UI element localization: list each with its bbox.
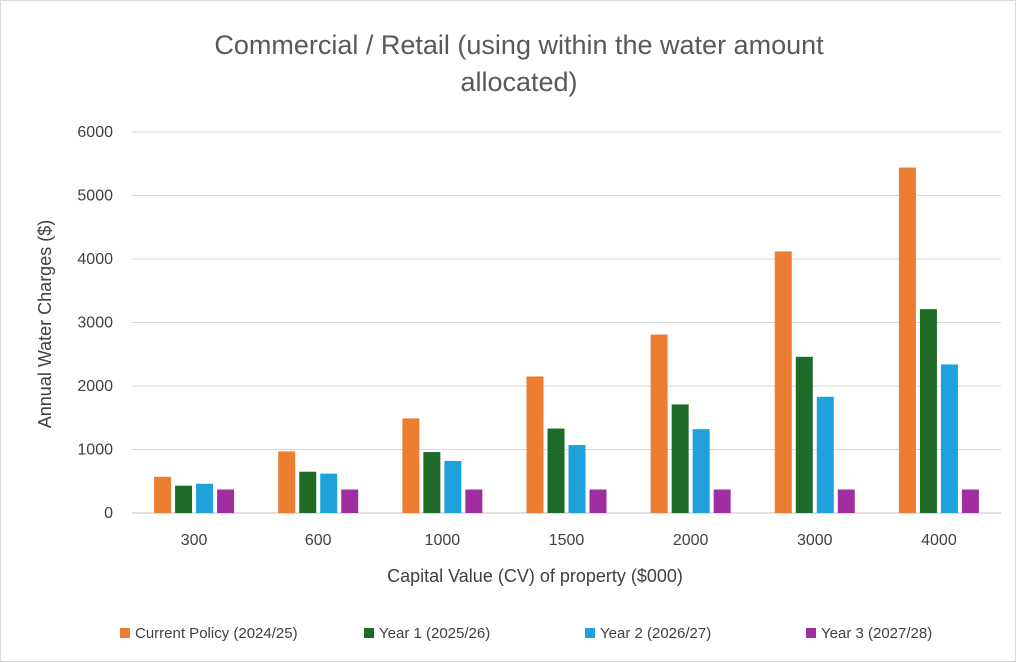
x-tick-label: 600 — [305, 532, 332, 549]
bar — [341, 489, 359, 513]
bar — [961, 489, 979, 513]
bar — [692, 429, 710, 513]
series-bars — [154, 167, 916, 513]
bar — [402, 418, 420, 513]
series-bars — [196, 364, 958, 513]
bar — [837, 489, 855, 513]
legend-item: Current Policy (2024/25) — [120, 625, 298, 642]
bar — [217, 489, 235, 513]
x-tick-labels: 300 600 1000 1500 2000 3000 4000 — [181, 532, 957, 549]
bar — [175, 485, 193, 513]
legend-label: Year 1 (2025/26) — [379, 625, 490, 642]
x-tick-label: 2000 — [673, 532, 709, 549]
y-tick-label: 3000 — [77, 315, 113, 332]
series-bars — [175, 309, 937, 513]
x-tick-label: 1500 — [549, 532, 585, 549]
series-bars — [217, 489, 979, 513]
y-tick-label: 0 — [104, 505, 113, 522]
legend-label: Year 3 (2027/28) — [821, 625, 932, 642]
bar — [465, 489, 483, 513]
bar — [671, 404, 689, 513]
bar — [547, 428, 565, 513]
legend-item: Year 1 (2025/26) — [364, 625, 490, 642]
legend-label: Current Policy (2024/25) — [135, 625, 298, 642]
bars — [154, 167, 979, 513]
bar — [299, 471, 317, 513]
bar — [568, 445, 586, 513]
x-tick-label: 3000 — [797, 532, 833, 549]
chart-title-line-2: allocated) — [460, 67, 577, 97]
bar — [196, 483, 214, 513]
y-tick-label: 5000 — [77, 188, 113, 205]
legend-item: Year 3 (2027/28) — [806, 625, 932, 642]
legend-item: Year 2 (2026/27) — [585, 625, 711, 642]
bar — [898, 167, 916, 513]
bar — [278, 451, 296, 513]
bar — [816, 396, 834, 513]
bar — [589, 489, 607, 513]
bar — [774, 251, 792, 513]
legend: Current Policy (2024/25) Year 1 (2025/26)… — [120, 625, 932, 642]
x-tick-label: 1000 — [425, 532, 461, 549]
y-tick-label: 2000 — [77, 378, 113, 395]
chart-title-line-1: Commercial / Retail (using within the wa… — [214, 30, 824, 60]
x-tick-label: 300 — [181, 532, 208, 549]
y-tick-label: 4000 — [77, 251, 113, 268]
legend-swatch — [806, 628, 816, 638]
gridlines — [132, 131, 1001, 514]
bar — [940, 364, 958, 513]
legend-swatch — [120, 628, 130, 638]
bar — [526, 376, 544, 513]
bar — [154, 476, 172, 513]
y-tick-label: 6000 — [77, 124, 113, 141]
y-tick-labels: 0 1000 2000 3000 4000 5000 6000 — [77, 124, 113, 522]
bar — [320, 473, 338, 513]
legend-swatch — [585, 628, 595, 638]
legend-swatch — [364, 628, 374, 638]
bar — [650, 334, 668, 513]
y-tick-label: 1000 — [77, 442, 113, 459]
x-axis-title: Capital Value (CV) of property ($000) — [387, 566, 683, 586]
bar — [919, 309, 937, 513]
legend-label: Year 2 (2026/27) — [600, 625, 711, 642]
bar — [423, 452, 441, 513]
bar — [444, 460, 462, 513]
bar — [713, 489, 731, 513]
x-tick-label: 4000 — [921, 532, 957, 549]
bar — [795, 356, 813, 513]
y-axis-title: Annual Water Charges ($) — [35, 220, 55, 428]
